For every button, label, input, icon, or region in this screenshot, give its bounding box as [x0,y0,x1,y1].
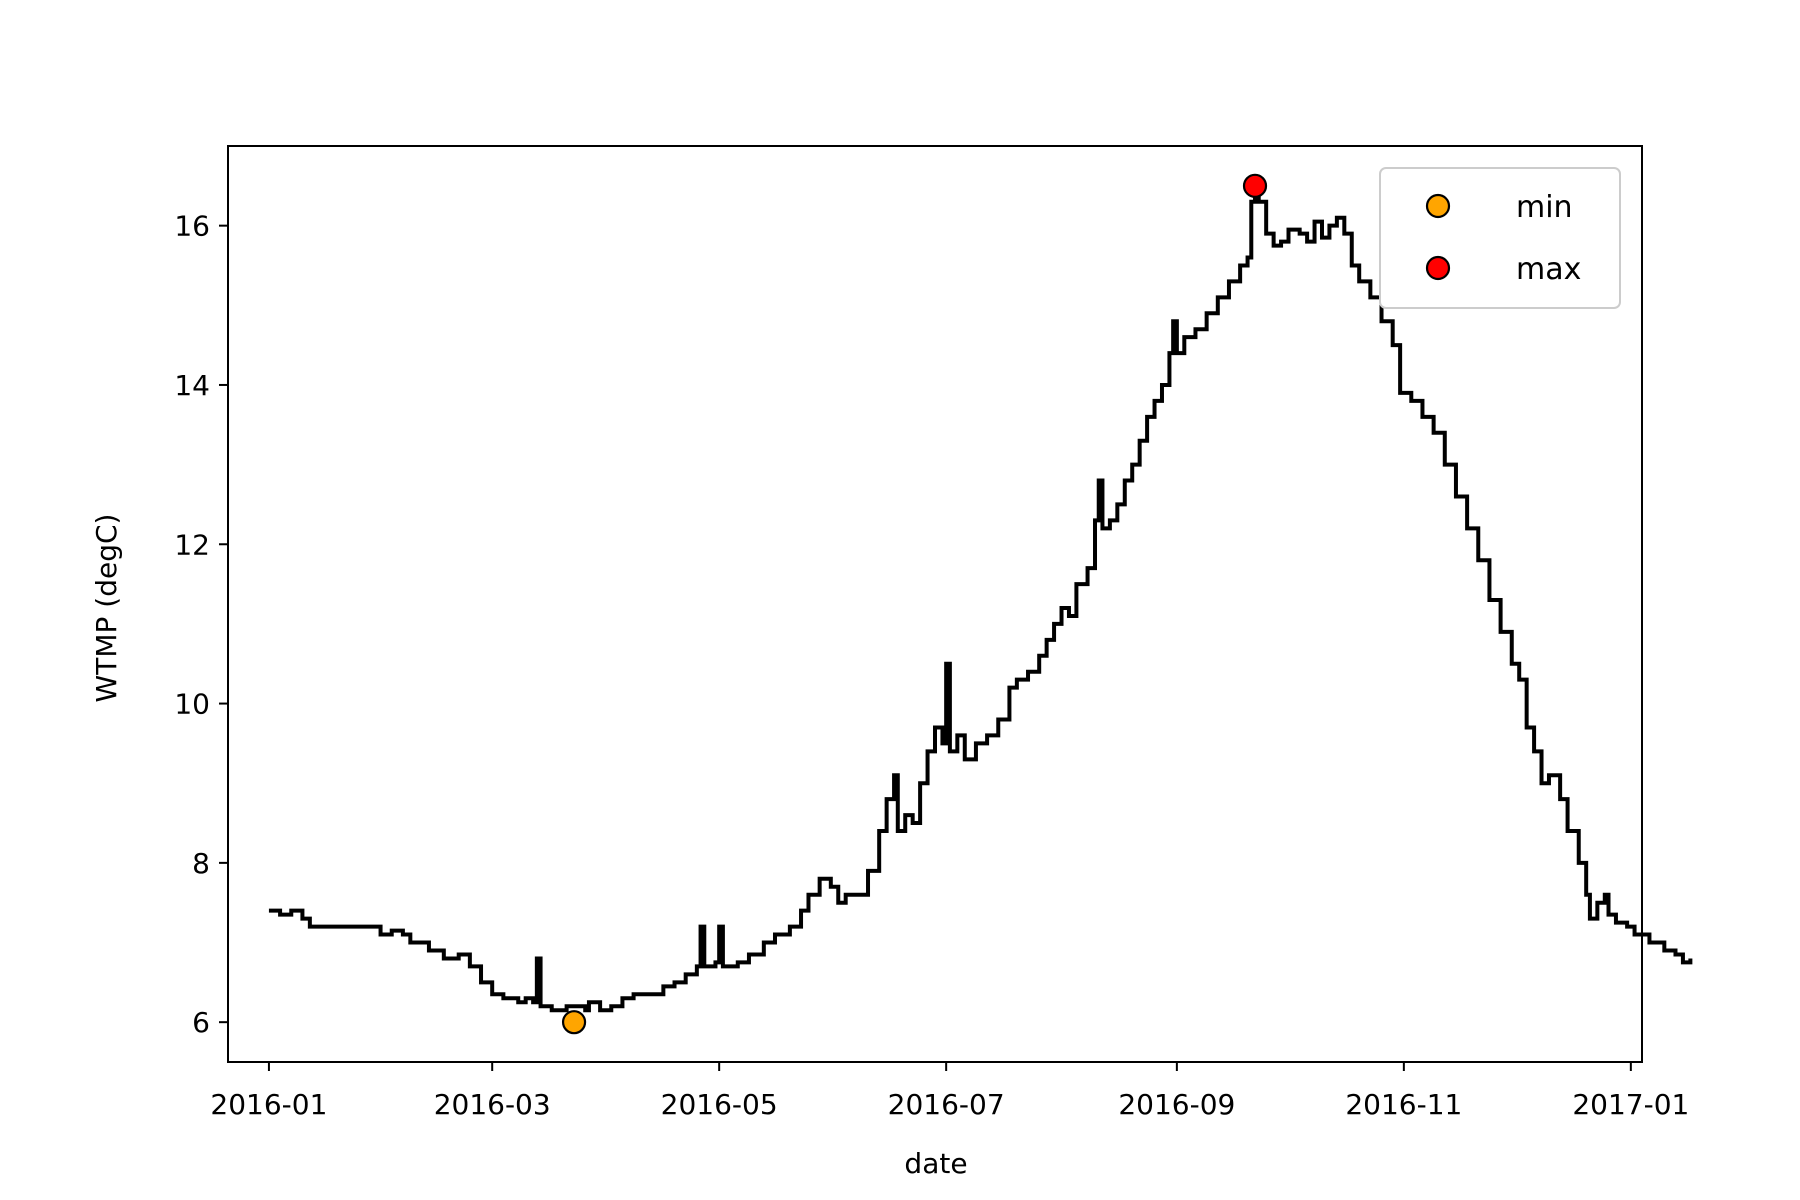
x-tick-label: 2016-03 [434,1088,551,1121]
legend: min max [1379,167,1621,309]
x-tick-label: 2016-01 [210,1088,327,1121]
x-tick-label: 2017-01 [1572,1088,1689,1121]
y-tick-label: 6 [192,1006,210,1039]
x-axis-label: date [904,1147,967,1180]
y-axis-label: WTMP (degC) [90,514,123,703]
y-axis: 6 8 10 12 14 16 [174,210,228,1039]
legend-label-min: min [1516,190,1573,225]
y-tick-label: 12 [174,528,210,561]
x-tick-label: 2016-11 [1345,1088,1462,1121]
marker-max [1242,173,1268,198]
x-tick-label: 2016-07 [888,1088,1005,1121]
marker-min [561,1010,587,1035]
series-line-0 [268,183,1693,1013]
y-tick-label: 16 [174,210,210,243]
y-tick-label: 14 [174,369,210,402]
x-tick-label: 2016-05 [661,1088,778,1121]
legend-marker-max [1425,255,1451,281]
legend-marker-min [1425,193,1451,219]
y-tick-label: 8 [192,847,210,880]
legend-box [1379,167,1621,309]
legend-label-max: max [1516,252,1581,287]
x-tick-label: 2016-09 [1118,1088,1235,1121]
y-tick-label: 10 [174,688,210,721]
x-axis: 2016-01 2016-03 2016-05 2016-07 2016-09 2016-… [210,1062,1689,1121]
